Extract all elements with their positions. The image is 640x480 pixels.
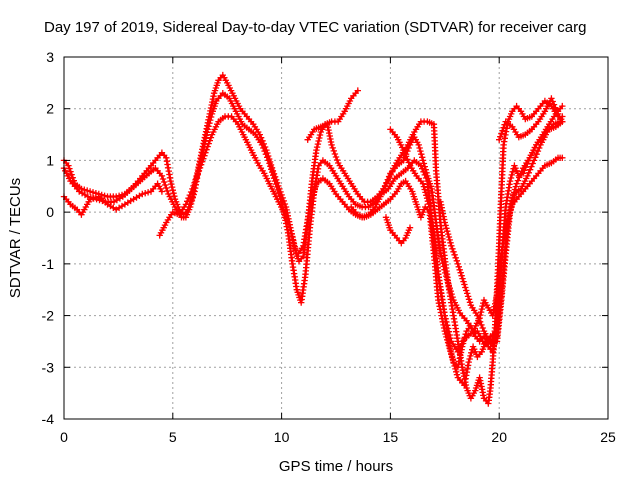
series-markers-track-10 bbox=[496, 95, 566, 143]
x-tick-label: 25 bbox=[600, 429, 616, 445]
x-tick-label: 0 bbox=[60, 429, 68, 445]
y-tick-label: -2 bbox=[42, 308, 55, 324]
y-tick-label: 0 bbox=[46, 204, 54, 220]
y-tick-label: 2 bbox=[46, 101, 54, 117]
y-tick-label: 1 bbox=[46, 152, 54, 168]
x-tick-label: 15 bbox=[383, 429, 399, 445]
plus-marks bbox=[348, 177, 498, 389]
series-layer bbox=[62, 73, 564, 405]
series-markers-track-9 bbox=[437, 113, 566, 348]
tick-layer: 0 5 10 15 20 25 -4 -3 -2 -1 0 1 2 3 bbox=[42, 49, 616, 445]
plus-marks bbox=[60, 90, 566, 407]
series-line-track-2 bbox=[62, 92, 564, 405]
plot-frame bbox=[63, 56, 609, 420]
series-markers-track-2 bbox=[60, 90, 566, 407]
series-markers-track-7 bbox=[382, 214, 414, 247]
series-markers-track-6 bbox=[348, 177, 498, 389]
plus-marks bbox=[382, 214, 414, 247]
chart-title: Day 197 of 2019, Sidereal Day-to-day VTE… bbox=[44, 19, 586, 36]
x-tick-label: 5 bbox=[169, 429, 177, 445]
plus-marks bbox=[437, 113, 566, 348]
y-tick-label: -3 bbox=[42, 359, 55, 375]
x-tick-label: 10 bbox=[274, 429, 290, 445]
marker-layer bbox=[60, 71, 566, 407]
y-tick-label: -1 bbox=[42, 256, 55, 272]
y-axis-title: SDTVAR / TECUs bbox=[7, 178, 24, 298]
x-tick-label: 20 bbox=[491, 429, 507, 445]
plus-marks bbox=[496, 95, 566, 143]
y-tick-label: 3 bbox=[46, 49, 54, 65]
y-tick-label: -4 bbox=[42, 411, 55, 427]
series-line-track-4 bbox=[158, 115, 564, 369]
grid-layer bbox=[64, 57, 608, 419]
x-axis-title: GPS time / hours bbox=[279, 458, 393, 475]
